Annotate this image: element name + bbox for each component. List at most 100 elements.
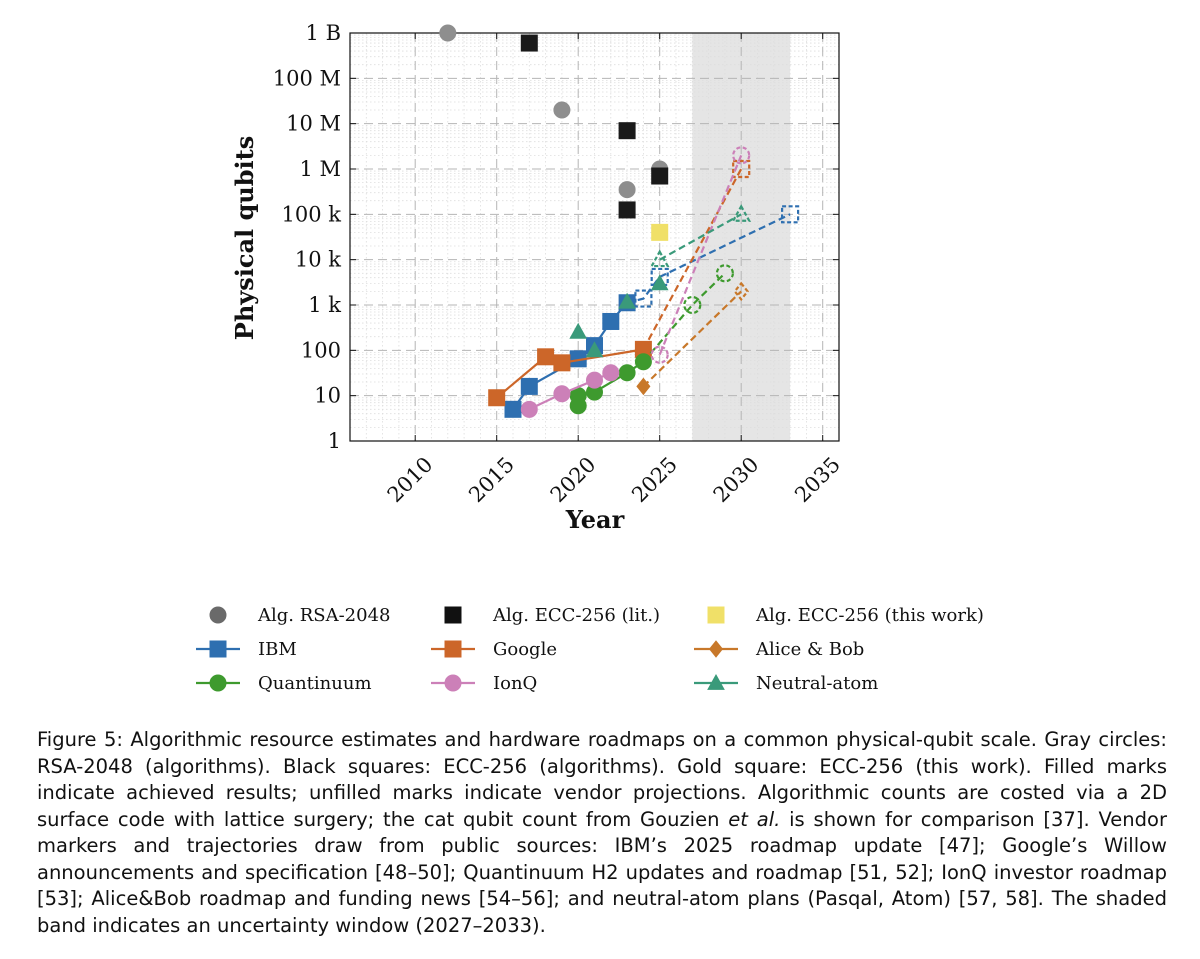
legend-entry-ibm: IBM (196, 639, 297, 660)
data-point-google (488, 389, 506, 407)
caption-text: Figure 5: Algorithmic resource estimates… (37, 728, 1167, 831)
caption-text-end: is shown for comparison [37]. Vendor mar… (37, 807, 1167, 937)
series-ionq (520, 146, 751, 418)
x-axis-title: Year (565, 505, 625, 534)
legend-label: Neutral-atom (756, 673, 878, 694)
x-tick-label: 2020 (546, 452, 601, 507)
legend-marker (444, 640, 462, 658)
series-neutral-atom (569, 204, 752, 358)
y-tick-label: 100 (301, 338, 341, 362)
legend-label: Alg. ECC-256 (lit.) (492, 605, 660, 626)
data-point-google (537, 348, 555, 366)
legend-marker (444, 674, 462, 692)
series-google (488, 159, 751, 407)
data-point-ionq (586, 371, 603, 389)
projected-point-neutral-atom (731, 204, 752, 222)
data-point-quantinuum (634, 353, 652, 371)
legend-marker (209, 674, 227, 692)
data-point-ibm (520, 377, 538, 395)
projected-point-quantinuum (683, 295, 702, 315)
legend-marker (707, 673, 725, 690)
y-tick-label: 100 k (282, 202, 342, 226)
data-point-quantinuum (618, 364, 636, 382)
caption-emphasis: et al. (728, 807, 781, 831)
data-point-ionq (553, 385, 571, 403)
legend-marker (209, 606, 227, 624)
y-tick-label: 100 M (273, 66, 341, 90)
legend-label: Quantinuum (258, 673, 372, 694)
legend-entry-alice-bob: Alice & Bob (694, 639, 864, 660)
y-tick-label: 10 (314, 384, 341, 408)
x-tick-label: 2030 (709, 452, 764, 507)
legend-label: Alice & Bob (755, 639, 864, 660)
plot-frame (349, 32, 840, 442)
series-layer (439, 24, 800, 418)
series-alice-bob (636, 281, 750, 396)
legend-entry-quantinuum: Quantinuum (196, 673, 372, 694)
x-tick-label: 2015 (464, 452, 519, 507)
projection-line-neutral-atom (659, 213, 742, 261)
data-point-alg-rsa-2048 (439, 24, 457, 42)
legend-label: Alg. ECC-256 (this work) (755, 605, 984, 626)
legend-entry-alg-rsa-2048: Alg. RSA-2048 (209, 605, 391, 626)
data-point-ibm (504, 400, 522, 418)
y-tick-label: 10 k (295, 248, 341, 272)
y-tick-label: 1 M (299, 157, 341, 181)
data-point-alg-rsa-2048 (553, 101, 571, 119)
data-point-alice-bob (636, 377, 651, 396)
legend-marker (444, 606, 462, 624)
chart: 2010 2015 2020 2025 2030 2035 1 10 100 1 k 10 k 100… (196, 21, 984, 694)
legend-label: IBM (258, 639, 297, 660)
data-point-alg-ecc-256-lit (520, 34, 538, 52)
series-alg-ecc-256-lit (520, 34, 669, 219)
projected-point-ionq (650, 345, 669, 364)
projection-line-ionq (658, 154, 743, 356)
data-point-alg-ecc-256-lit (651, 167, 669, 185)
y-tick-label: 1 (328, 429, 341, 453)
projection-line-quantinuum (642, 272, 726, 363)
projected-point-neutral-atom (649, 249, 670, 268)
legend-entry-alg-ecc-256-lit: Alg. ECC-256 (lit.) (444, 605, 660, 626)
y-tick-label: 1 k (308, 293, 341, 317)
y-axis-title: Physical qubits (230, 136, 259, 340)
legend-label: Google (493, 639, 557, 660)
x-tick-label: 2035 (790, 452, 845, 507)
projected-point-ibm (780, 205, 800, 224)
legend-marker (708, 640, 724, 658)
legend: Alg. RSA-2048 Alg. ECC-256 (lit.) Alg. ECC… (196, 605, 984, 694)
legend-entry-neutral-atom: Neutral-atom (694, 673, 878, 694)
trend-line-ionq (528, 371, 612, 411)
data-point-neutral-atom (650, 274, 669, 291)
y-tick-label: 1 B (306, 21, 341, 45)
data-point-neutral-atom (585, 341, 604, 358)
data-point-ionq (520, 400, 538, 418)
data-point-alg-ecc-256-this-work (651, 223, 669, 241)
data-point-alg-ecc-256-lit (618, 122, 636, 140)
legend-entry-ionq: IonQ (431, 673, 537, 694)
series-alg-ecc-256-this-work (651, 223, 669, 241)
x-tick-label: 2025 (627, 452, 682, 507)
projected-point-ionq (732, 146, 751, 165)
data-point-google (553, 354, 571, 372)
data-point-neutral-atom (618, 292, 636, 309)
series-quantinuum (569, 264, 735, 415)
axes-box (349, 32, 840, 442)
legend-label: IonQ (493, 673, 537, 694)
legend-marker (209, 640, 227, 658)
projected-point-quantinuum (715, 264, 735, 283)
x-tick-label: 2010 (383, 452, 438, 507)
projected-point-google (732, 159, 751, 179)
data-point-alg-ecc-256-lit (618, 201, 636, 219)
data-point-neutral-atom (569, 322, 588, 339)
data-point-ionq (602, 364, 620, 382)
projection-line-alice-bob (642, 290, 742, 388)
series-ibm (504, 205, 800, 418)
figure-caption: Figure 5: Algorithmic resource estimates… (37, 727, 1167, 939)
legend-entry-google: Google (431, 639, 557, 660)
legend-label: Alg. RSA-2048 (257, 605, 391, 626)
legend-marker (707, 606, 725, 624)
projection-line-ibm (626, 213, 791, 304)
data-point-ibm (602, 312, 620, 330)
data-point-alg-rsa-2048 (618, 181, 636, 199)
legend-entry-alg-ecc-256-this-work: Alg. ECC-256 (this work) (707, 605, 984, 626)
